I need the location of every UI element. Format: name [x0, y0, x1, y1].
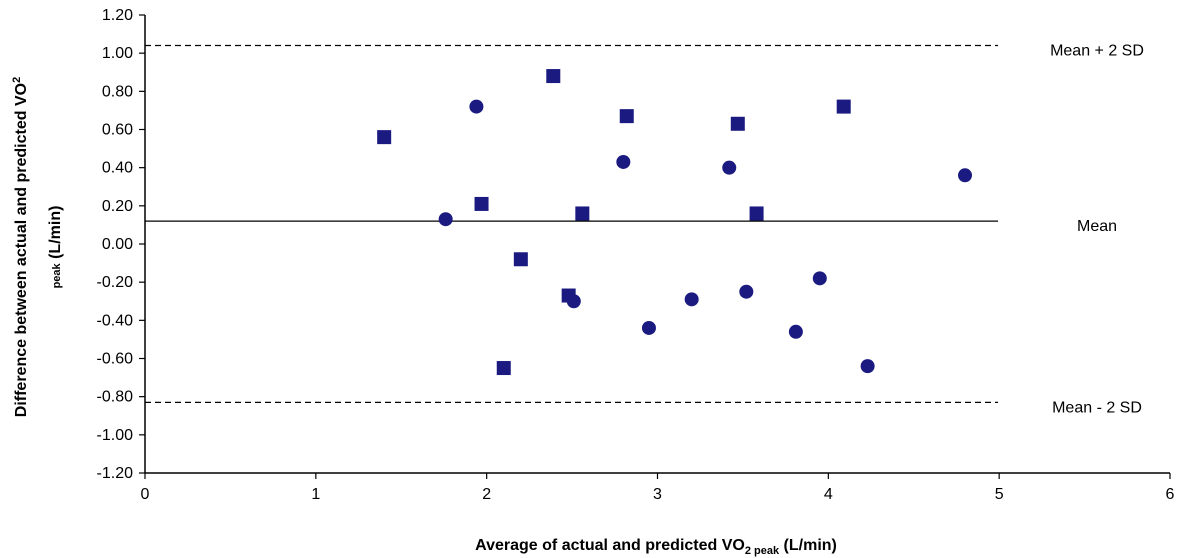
circle-marker: [641, 320, 656, 335]
square-marker: [513, 252, 528, 267]
x-tick-label: 1: [311, 486, 320, 503]
y-tick-label: 0.80: [102, 83, 133, 100]
y-tick-label: -0.20: [97, 274, 134, 291]
circle-marker: [438, 212, 453, 227]
x-axis-title: Average of actual and predicted VO2 peak…: [475, 537, 837, 557]
y-tick-label: 1.00: [102, 45, 133, 62]
square-marker: [546, 69, 561, 84]
reference-line-labels: Mean + 2 SD Mean Mean - 2 SD: [1050, 43, 1144, 417]
axes: 1.20 1.00 0.80 0.60 0.40 0.20 0.00 -0.20 -0.40 -0…: [97, 7, 1175, 503]
square-marker: [836, 99, 851, 114]
y-tick-label: -0.40: [97, 312, 134, 329]
x-tick-label: 4: [824, 486, 833, 503]
square-marker: [377, 130, 392, 145]
circle-marker: [566, 294, 581, 309]
circle-marker: [860, 359, 875, 374]
reference-lines: [145, 44, 998, 404]
square-marker: [575, 206, 590, 221]
x-tick-label: 3: [653, 486, 662, 503]
circle-marker: [739, 284, 754, 299]
y-tick-label: 0.40: [102, 160, 133, 177]
circle-marker: [812, 271, 827, 286]
square-marker: [619, 109, 634, 124]
reference-line-label: Mean - 2 SD: [1052, 399, 1142, 416]
y-tick-label: 1.20: [102, 7, 133, 24]
circle-marker: [722, 160, 737, 175]
reference-line-label: Mean + 2 SD: [1050, 43, 1144, 60]
y-tick-label: 0.20: [102, 198, 133, 215]
circle-marker: [788, 324, 803, 339]
x-tick-label: 0: [141, 486, 150, 503]
square-marker: [749, 206, 764, 221]
y-tick-label: 0.00: [102, 236, 133, 253]
square-marker: [496, 361, 511, 376]
data-points: [377, 69, 972, 376]
circle-marker: [616, 154, 631, 169]
circle-marker: [469, 99, 484, 114]
circle-marker: [958, 168, 972, 183]
y-tick-label: -1.00: [97, 427, 134, 444]
y-tick-label: -0.60: [97, 351, 134, 368]
x-tick-label: 6: [1166, 486, 1175, 503]
x-tick-label: 5: [995, 486, 1004, 503]
y-axis-title-line1: Difference between actual and predicted …: [11, 77, 30, 417]
y-tick-label: 0.60: [102, 122, 133, 139]
square-marker: [730, 116, 745, 131]
x-tick-label: 2: [482, 486, 491, 503]
circle-marker: [684, 292, 699, 307]
y-axis-title-line2: peak (L/min): [47, 206, 64, 289]
reference-line-label: Mean: [1077, 218, 1117, 235]
square-marker: [474, 196, 489, 211]
y-tick-label: -0.80: [97, 389, 134, 406]
y-tick-label: -1.20: [97, 465, 134, 482]
